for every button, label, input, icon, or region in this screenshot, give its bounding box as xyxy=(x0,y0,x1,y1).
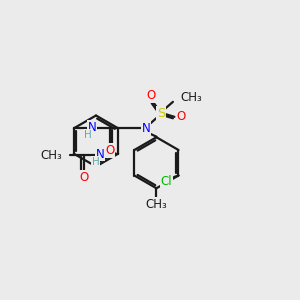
Text: Cl: Cl xyxy=(161,175,172,188)
Text: S: S xyxy=(157,107,165,120)
Text: CH₃: CH₃ xyxy=(146,198,167,211)
Text: N: N xyxy=(88,121,96,134)
Text: H: H xyxy=(92,157,100,167)
Text: N: N xyxy=(142,122,150,135)
Text: N: N xyxy=(96,148,104,160)
Text: H: H xyxy=(83,130,91,140)
Text: O: O xyxy=(79,171,88,184)
Text: CH₃: CH₃ xyxy=(40,149,62,162)
Text: O: O xyxy=(177,110,186,123)
Text: CH₃: CH₃ xyxy=(180,91,202,104)
Text: O: O xyxy=(146,89,156,102)
Text: O: O xyxy=(105,144,115,157)
